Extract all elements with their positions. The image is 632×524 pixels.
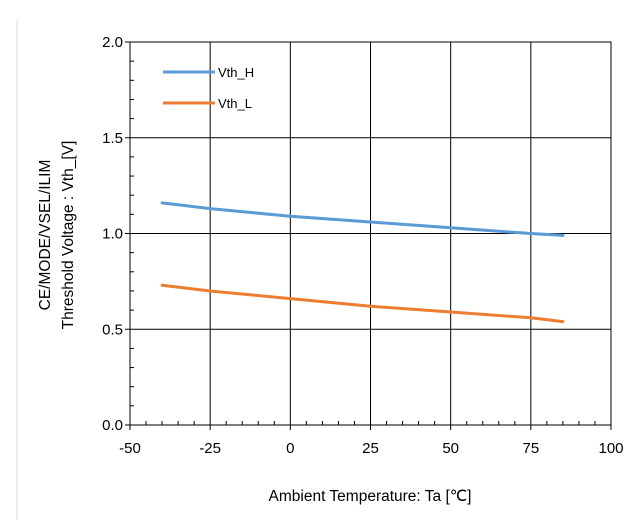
tick-labels: -50 -25 0 25 50 75 100 0.0 0.5 1.0 1.5 2.0 <box>102 34 623 457</box>
legend-label: Vth_L <box>218 96 252 111</box>
y-tick-label: 0.0 <box>102 417 123 434</box>
x-tick-label: -50 <box>119 440 141 457</box>
x-tick-label: 25 <box>362 440 379 457</box>
series-group <box>160 201 565 324</box>
x-tick-label: -25 <box>199 440 221 457</box>
x-tick-label: 0 <box>286 440 294 457</box>
series-line-vth-l <box>160 283 565 324</box>
y-axis-title-line-1: CE/MODE/VSEL/ILIM <box>37 160 54 311</box>
y-tick-label: 0.5 <box>102 321 123 338</box>
x-axis-title: Ambient Temperature: Ta [℃] <box>269 488 472 505</box>
x-tick-label: 100 <box>598 440 623 457</box>
y-tick-label: 2.0 <box>102 34 123 51</box>
axis-ticks <box>125 41 612 430</box>
legend: Vth_H Vth_L <box>163 65 254 111</box>
x-tick-label: 50 <box>442 440 459 457</box>
y-tick-label: 1.0 <box>102 226 123 243</box>
x-tick-label: 75 <box>522 440 539 457</box>
series-line-vth-h <box>160 201 565 237</box>
y-axis-title-line-2: Threshold Voltage : Vth_[V] <box>60 141 77 330</box>
legend-label: Vth_H <box>218 65 254 80</box>
y-tick-label: 1.5 <box>102 130 123 147</box>
